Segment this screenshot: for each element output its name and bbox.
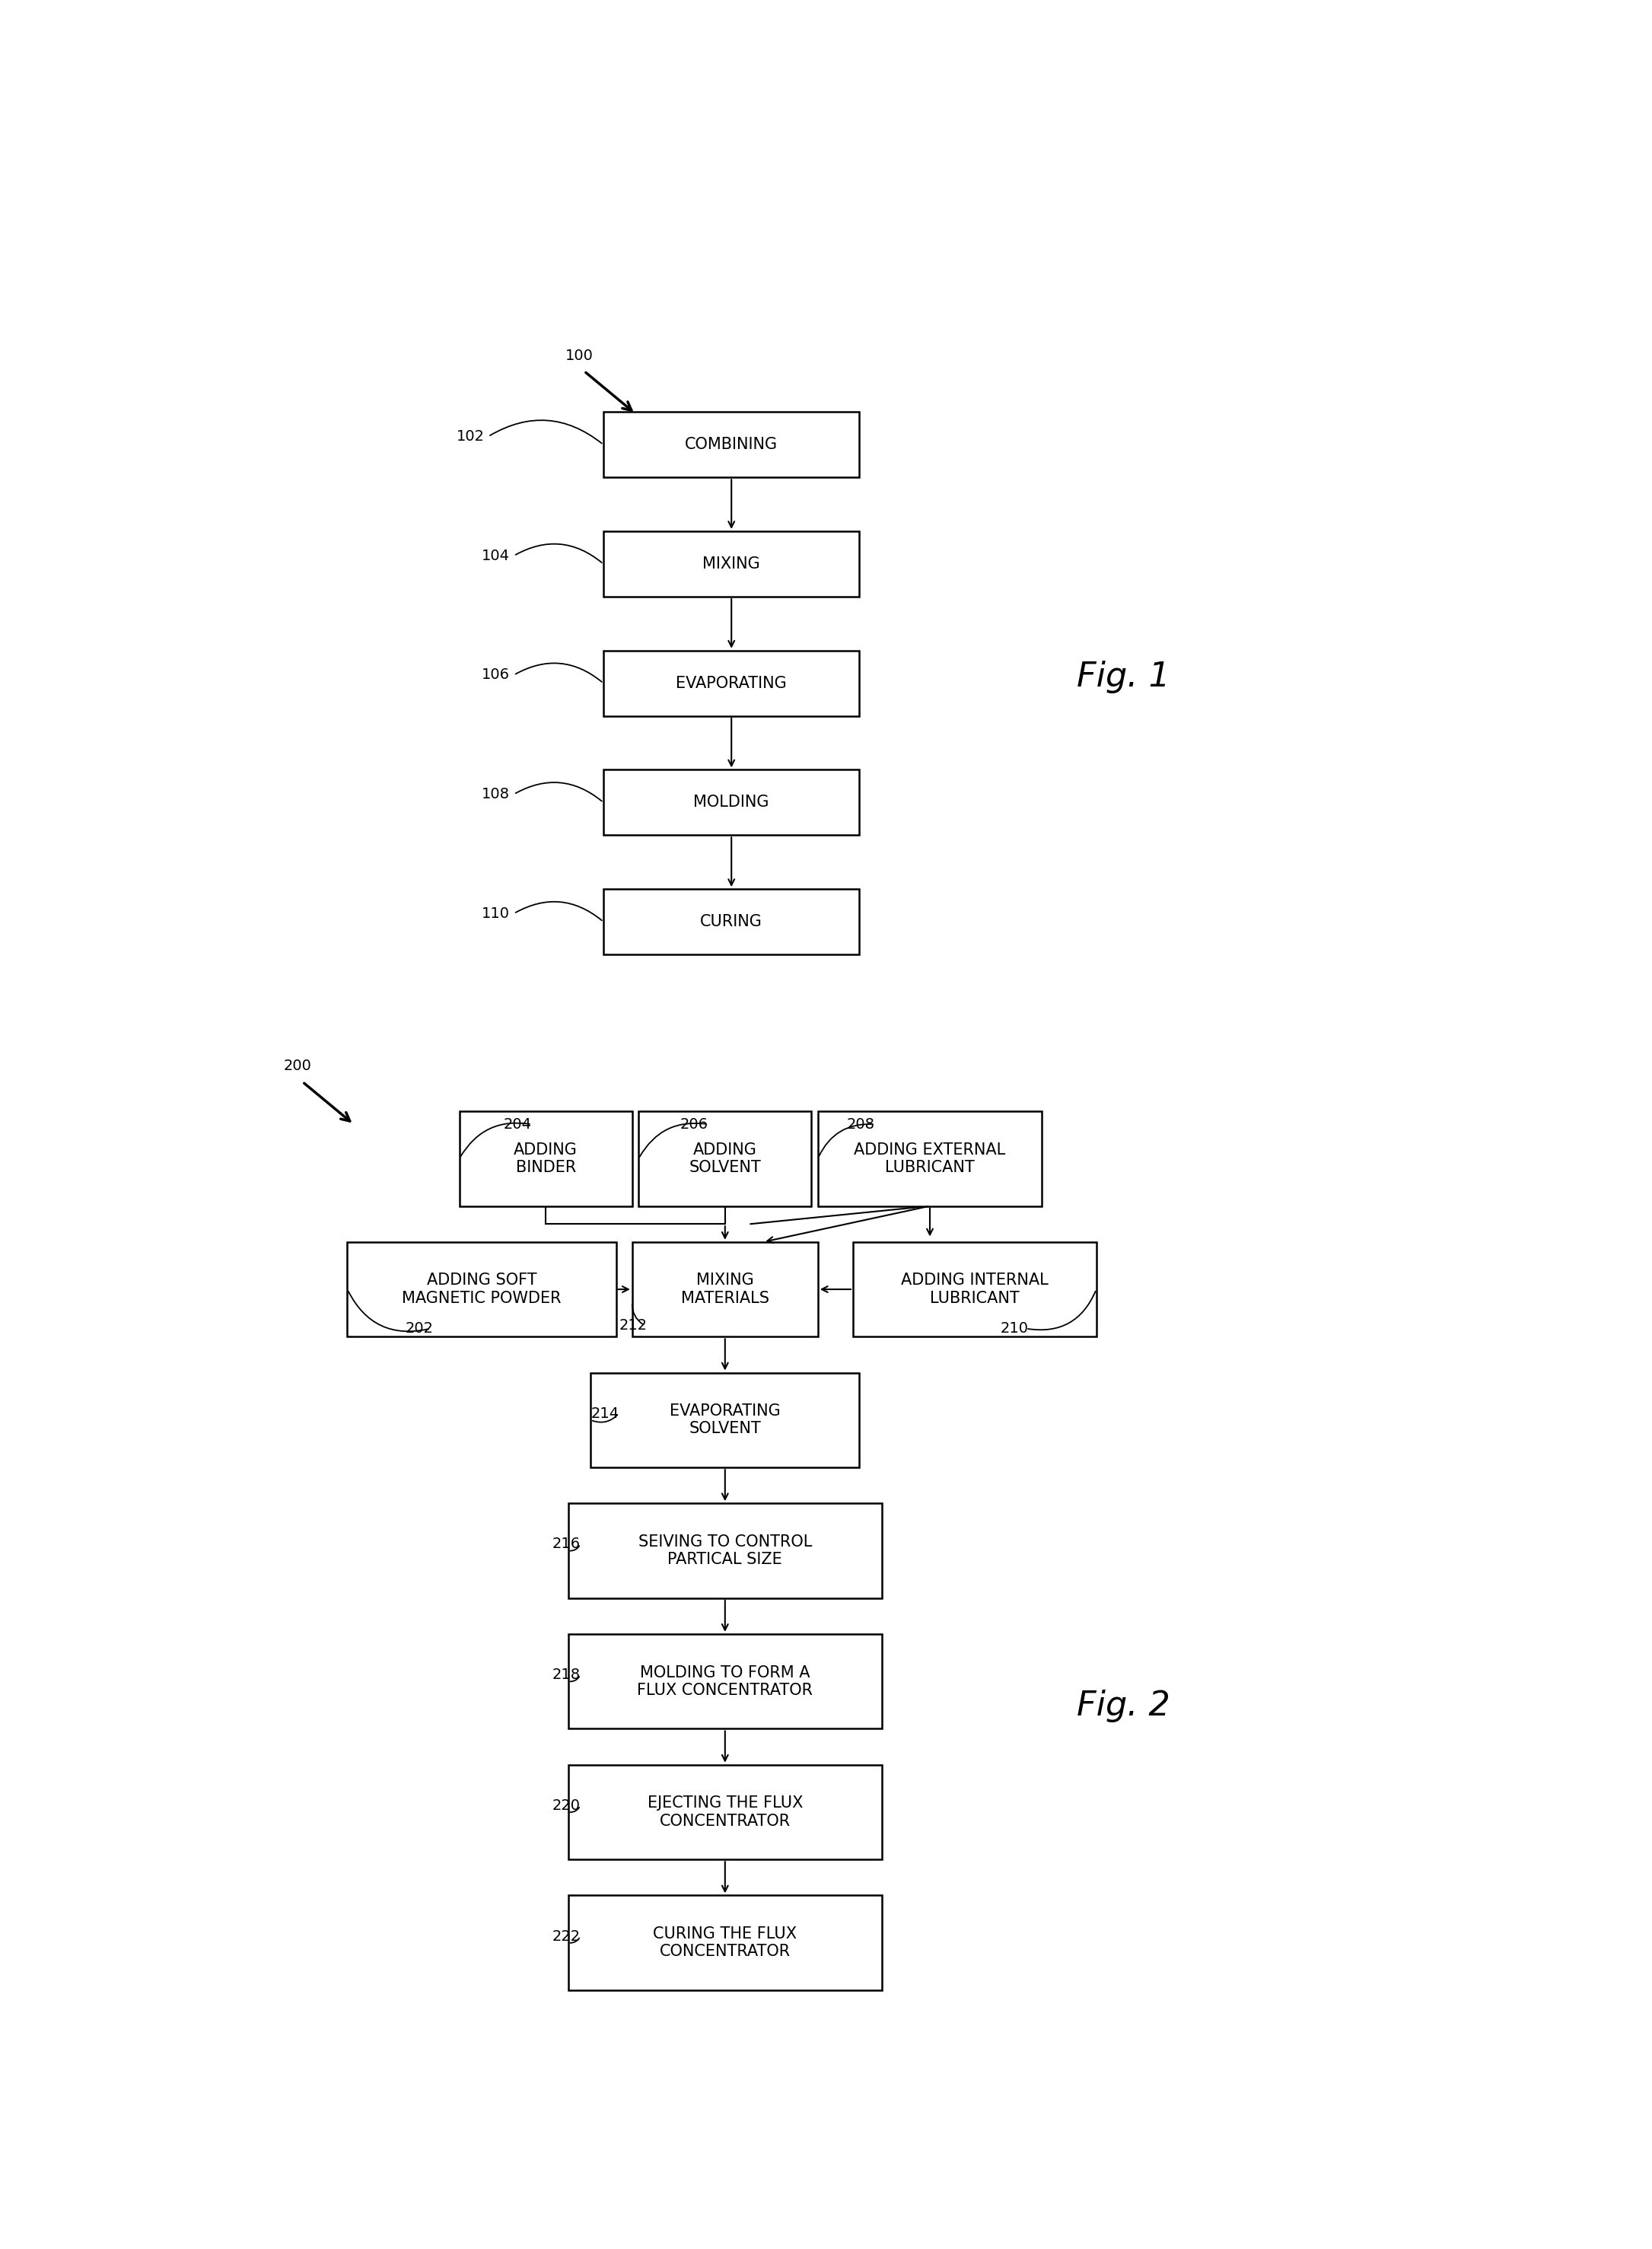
Text: 202: 202 (405, 1322, 433, 1336)
FancyBboxPatch shape (568, 1896, 882, 1990)
Text: 212: 212 (620, 1318, 648, 1331)
Text: Fig. 1: Fig. 1 (1077, 661, 1171, 693)
Text: 208: 208 (847, 1118, 876, 1131)
Text: 214: 214 (591, 1406, 620, 1421)
FancyBboxPatch shape (852, 1241, 1097, 1336)
Text: MOLDING TO FORM A
FLUX CONCENTRATOR: MOLDING TO FORM A FLUX CONCENTRATOR (638, 1664, 813, 1698)
Text: ADDING INTERNAL
LUBRICANT: ADDING INTERNAL LUBRICANT (900, 1273, 1049, 1307)
Text: 106: 106 (482, 668, 510, 681)
FancyBboxPatch shape (639, 1111, 811, 1205)
FancyBboxPatch shape (603, 650, 859, 715)
Text: EVAPORATING: EVAPORATING (676, 675, 786, 690)
Text: CURING THE FLUX
CONCENTRATOR: CURING THE FLUX CONCENTRATOR (653, 1927, 796, 1959)
FancyBboxPatch shape (459, 1111, 633, 1205)
Text: MIXING
MATERIALS: MIXING MATERIALS (681, 1273, 770, 1307)
Text: 110: 110 (482, 906, 510, 920)
Text: ADDING EXTERNAL
LUBRICANT: ADDING EXTERNAL LUBRICANT (854, 1142, 1006, 1174)
Text: 216: 216 (552, 1536, 580, 1552)
Text: COMBINING: COMBINING (686, 436, 778, 452)
Text: EVAPORATING
SOLVENT: EVAPORATING SOLVENT (669, 1403, 780, 1437)
Text: EJECTING THE FLUX
CONCENTRATOR: EJECTING THE FLUX CONCENTRATOR (648, 1795, 803, 1828)
Text: CURING: CURING (700, 913, 763, 929)
Text: Fig. 2: Fig. 2 (1077, 1689, 1171, 1723)
FancyBboxPatch shape (603, 769, 859, 834)
FancyBboxPatch shape (603, 531, 859, 596)
Text: 204: 204 (504, 1118, 532, 1131)
Text: ADDING
BINDER: ADDING BINDER (514, 1142, 578, 1174)
Text: 104: 104 (482, 549, 510, 562)
FancyBboxPatch shape (603, 412, 859, 477)
FancyBboxPatch shape (347, 1241, 616, 1336)
FancyBboxPatch shape (818, 1111, 1042, 1205)
Text: 200: 200 (284, 1059, 311, 1073)
FancyBboxPatch shape (603, 888, 859, 954)
Text: 222: 222 (552, 1930, 580, 1943)
Text: MOLDING: MOLDING (694, 794, 770, 810)
FancyBboxPatch shape (591, 1372, 859, 1466)
Text: 220: 220 (552, 1799, 580, 1813)
Text: 218: 218 (552, 1669, 580, 1682)
Text: 108: 108 (482, 787, 510, 801)
Text: 206: 206 (681, 1118, 709, 1131)
Text: 210: 210 (1001, 1322, 1029, 1336)
FancyBboxPatch shape (568, 1765, 882, 1860)
FancyBboxPatch shape (568, 1635, 882, 1729)
Text: SEIVING TO CONTROL
PARTICAL SIZE: SEIVING TO CONTROL PARTICAL SIZE (638, 1534, 811, 1568)
Text: ADDING
SOLVENT: ADDING SOLVENT (689, 1142, 762, 1174)
Text: ADDING SOFT
MAGNETIC POWDER: ADDING SOFT MAGNETIC POWDER (401, 1273, 562, 1307)
FancyBboxPatch shape (568, 1502, 882, 1599)
FancyBboxPatch shape (633, 1241, 818, 1336)
Text: 100: 100 (565, 349, 593, 362)
Text: 102: 102 (456, 430, 484, 443)
Text: MIXING: MIXING (702, 556, 760, 571)
